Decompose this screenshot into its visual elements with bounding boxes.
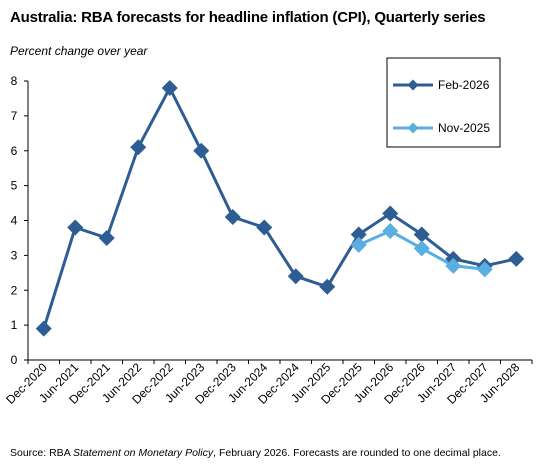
y-tick-label: 2 [11, 283, 18, 297]
y-tick-label: 0 [11, 353, 18, 367]
data-point [319, 278, 336, 295]
data-point [382, 205, 399, 222]
legend-swatch-marker [407, 122, 419, 134]
data-point [130, 139, 147, 156]
data-point [413, 226, 430, 243]
data-point [193, 142, 210, 159]
data-point [161, 79, 178, 96]
source-suffix: , February 2026. Forecasts are rounded t… [213, 447, 501, 459]
y-tick-label: 5 [11, 179, 18, 193]
y-tick-label: 1 [11, 318, 18, 332]
series-line [42, 86, 517, 330]
data-point [413, 240, 430, 257]
y-tick-label: 4 [11, 214, 18, 228]
data-point [445, 257, 462, 274]
source-note: Source: RBA Statement on Monetary Policy… [10, 447, 501, 459]
data-point [476, 261, 493, 278]
data-point [350, 226, 367, 243]
data-point [508, 250, 525, 267]
legend-label: Nov-2025 [438, 121, 490, 135]
data-point [98, 229, 115, 246]
legend: Feb-2026 Nov-2025 [386, 57, 501, 148]
y-tick-label: 8 [11, 74, 18, 88]
legend-box [386, 57, 501, 148]
y-axis-label: Percent change over year [10, 44, 148, 58]
source-prefix: Source: RBA [10, 447, 74, 459]
legend-swatch-marker [407, 79, 419, 91]
data-point [35, 320, 52, 337]
data-point [287, 268, 304, 285]
y-tick-label: 7 [11, 109, 18, 123]
data-point [382, 222, 399, 239]
data-point [224, 209, 241, 226]
chart-title: Australia: RBA forecasts for headline in… [10, 9, 486, 26]
legend-label: Feb-2026 [438, 78, 490, 92]
source-publication: Statement on Monetary Policy [73, 447, 214, 459]
data-point [256, 219, 273, 236]
y-tick-label: 6 [11, 144, 18, 158]
data-point [67, 219, 84, 236]
series-markers [35, 79, 525, 337]
y-tick-label: 3 [11, 248, 18, 262]
data-point [350, 236, 367, 253]
